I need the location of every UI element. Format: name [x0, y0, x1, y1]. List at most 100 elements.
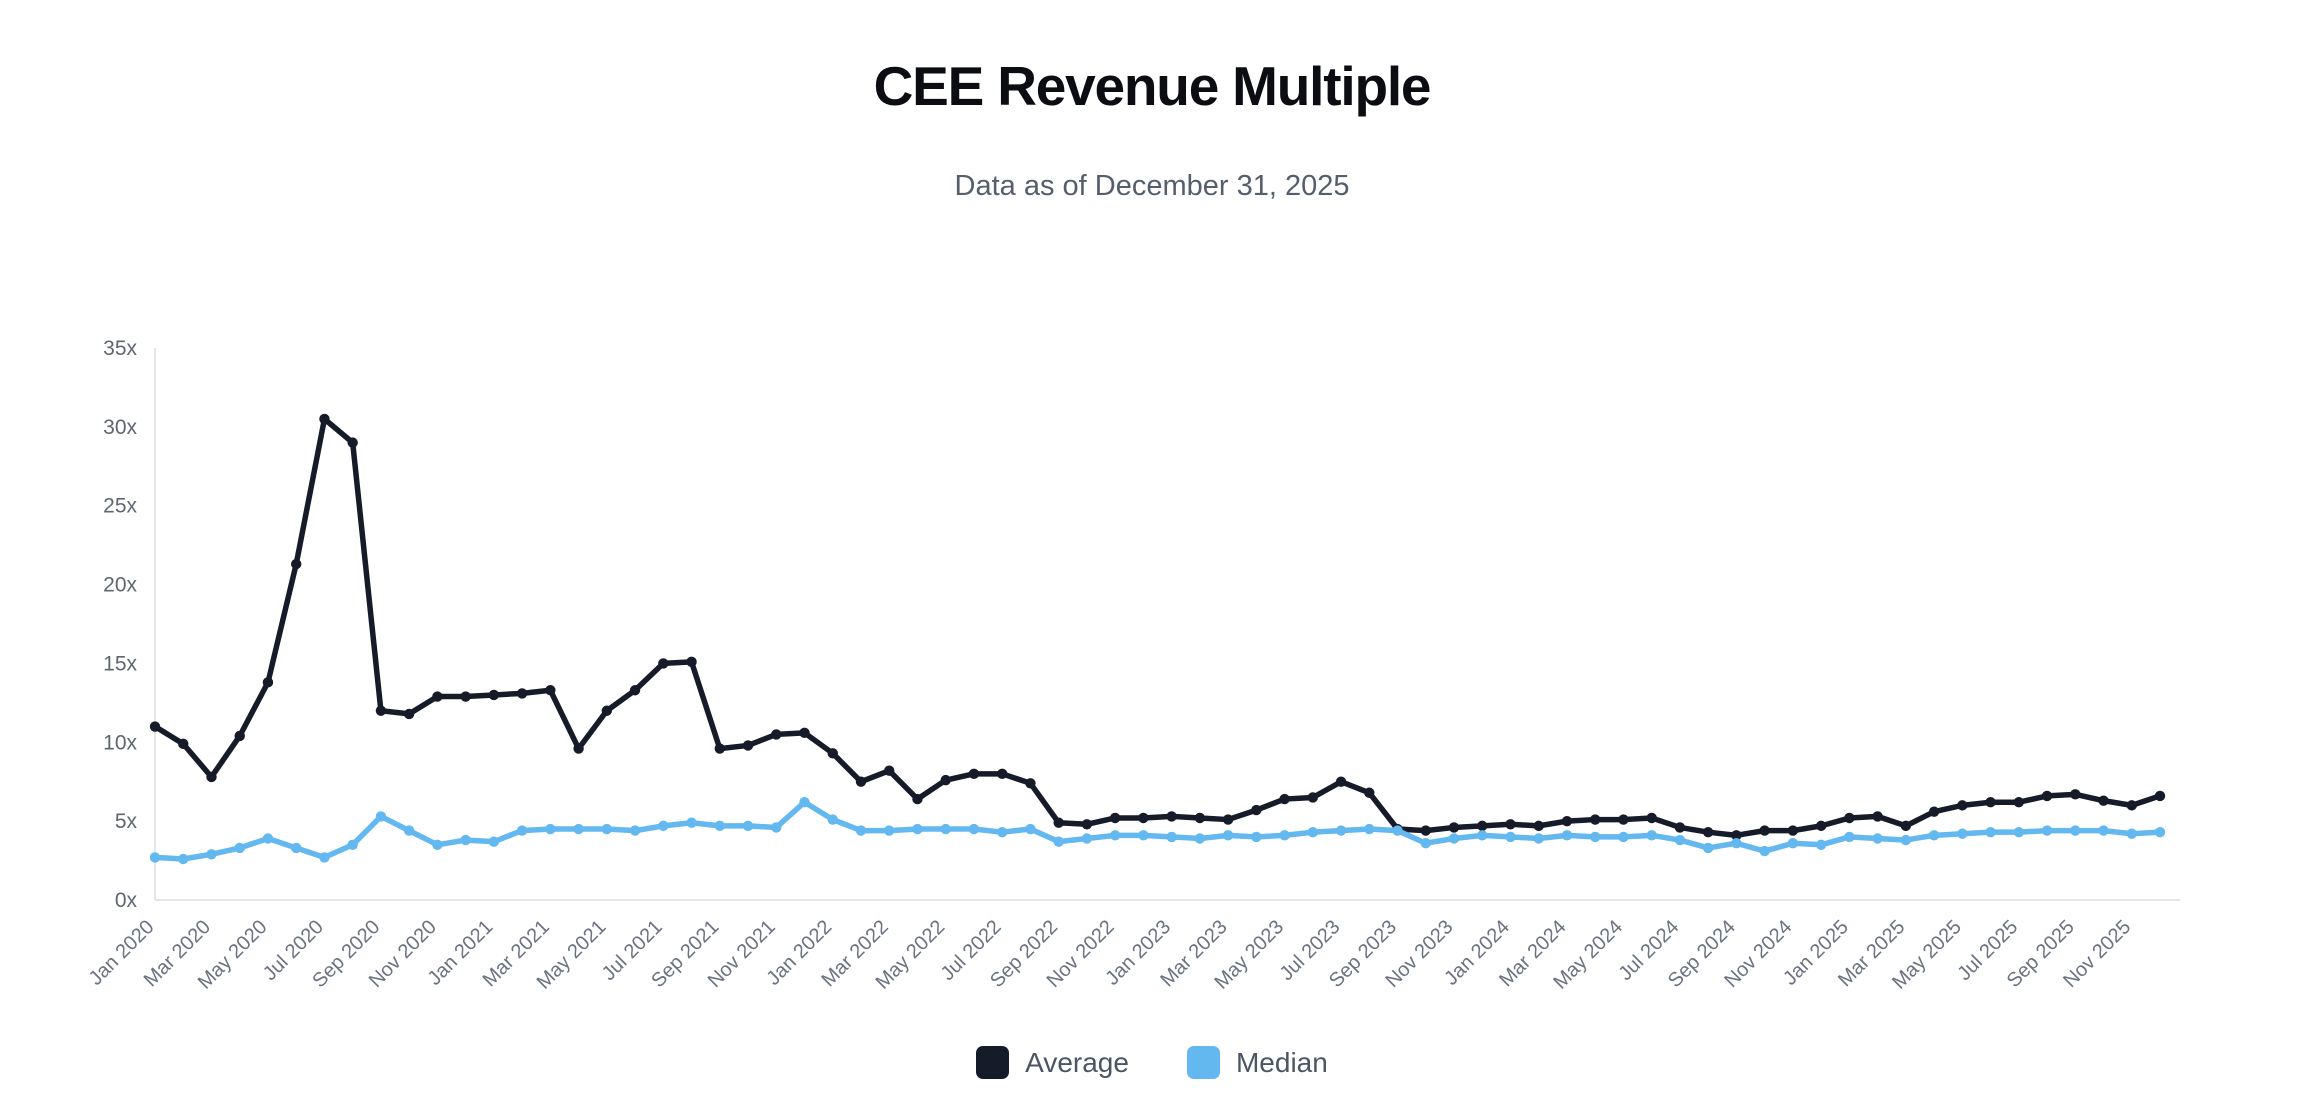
data-point[interactable]	[742, 740, 754, 751]
data-point[interactable]	[290, 558, 302, 570]
data-point[interactable]	[1731, 838, 1742, 849]
data-point[interactable]	[375, 705, 387, 716]
legend-item-average[interactable]: Average	[976, 1046, 1129, 1079]
data-point[interactable]	[1392, 825, 1403, 836]
data-point[interactable]	[1251, 804, 1262, 816]
data-point[interactable]	[1674, 834, 1686, 846]
data-point[interactable]	[149, 852, 161, 863]
data-point[interactable]	[1222, 814, 1234, 825]
data-point[interactable]	[1307, 826, 1319, 838]
data-point[interactable]	[432, 691, 443, 702]
data-point[interactable]	[234, 842, 245, 854]
data-point[interactable]	[912, 793, 923, 805]
data-point[interactable]	[1815, 839, 1827, 850]
data-point[interactable]	[1053, 817, 1064, 828]
data-point[interactable]	[1844, 812, 1855, 824]
data-point[interactable]	[1787, 825, 1799, 836]
data-point[interactable]	[714, 743, 725, 754]
data-point[interactable]	[2013, 826, 2025, 838]
data-point[interactable]	[1279, 793, 1290, 805]
data-point[interactable]	[488, 836, 500, 847]
data-point[interactable]	[1702, 842, 1714, 854]
data-point[interactable]	[1618, 831, 1629, 843]
data-point[interactable]	[1646, 812, 1657, 824]
data-point[interactable]	[1561, 830, 1573, 841]
data-point[interactable]	[403, 708, 415, 720]
data-point[interactable]	[1166, 831, 1177, 843]
data-point[interactable]	[1872, 833, 1883, 844]
data-point[interactable]	[714, 820, 725, 832]
data-point[interactable]	[601, 823, 613, 835]
data-point[interactable]	[1815, 820, 1827, 832]
data-point[interactable]	[1928, 830, 1940, 841]
data-point[interactable]	[1646, 830, 1657, 841]
data-point[interactable]	[1900, 834, 1912, 846]
data-point[interactable]	[2041, 825, 2053, 836]
data-point[interactable]	[1279, 830, 1290, 841]
data-point[interactable]	[855, 776, 867, 787]
data-point[interactable]	[290, 842, 302, 854]
data-point[interactable]	[1674, 822, 1686, 833]
data-point[interactable]	[2098, 825, 2109, 836]
data-point[interactable]	[912, 823, 923, 835]
data-point[interactable]	[488, 689, 500, 701]
data-point[interactable]	[516, 825, 528, 836]
data-point[interactable]	[573, 823, 584, 835]
data-point[interactable]	[1364, 787, 1375, 798]
data-point[interactable]	[1759, 845, 1770, 857]
data-point[interactable]	[1448, 833, 1460, 844]
data-point[interactable]	[2154, 790, 2166, 802]
data-point[interactable]	[1109, 812, 1121, 824]
data-point[interactable]	[1138, 812, 1149, 824]
data-point[interactable]	[1787, 838, 1799, 849]
data-point[interactable]	[940, 774, 951, 786]
data-point[interactable]	[771, 729, 782, 740]
data-point[interactable]	[545, 823, 556, 835]
data-point[interactable]	[1844, 831, 1855, 843]
data-point[interactable]	[1928, 806, 1940, 817]
data-point[interactable]	[2098, 795, 2109, 806]
data-point[interactable]	[1957, 800, 1968, 811]
data-point[interactable]	[1166, 811, 1177, 822]
data-point[interactable]	[2154, 826, 2166, 838]
data-point[interactable]	[1505, 831, 1516, 843]
data-point[interactable]	[1477, 820, 1488, 832]
data-point[interactable]	[206, 849, 217, 860]
data-point[interactable]	[884, 825, 895, 836]
data-point[interactable]	[460, 834, 471, 846]
data-point[interactable]	[178, 853, 189, 865]
data-point[interactable]	[545, 685, 556, 696]
data-point[interactable]	[940, 823, 951, 835]
data-point[interactable]	[2070, 789, 2081, 800]
data-point[interactable]	[658, 658, 669, 669]
data-point[interactable]	[2126, 828, 2137, 839]
data-point[interactable]	[2013, 797, 2025, 808]
data-point[interactable]	[1025, 823, 1036, 835]
data-point[interactable]	[262, 677, 274, 688]
data-point[interactable]	[1222, 830, 1234, 841]
data-point[interactable]	[206, 771, 217, 783]
data-point[interactable]	[855, 825, 867, 836]
data-point[interactable]	[1420, 825, 1431, 836]
data-point[interactable]	[573, 743, 584, 754]
data-point[interactable]	[2041, 790, 2053, 802]
data-point[interactable]	[1081, 833, 1093, 844]
data-point[interactable]	[1759, 825, 1770, 836]
data-point[interactable]	[347, 839, 358, 850]
data-point[interactable]	[686, 656, 697, 668]
data-point[interactable]	[1448, 822, 1460, 833]
data-point[interactable]	[375, 811, 387, 822]
data-point[interactable]	[460, 691, 471, 702]
data-point[interactable]	[799, 727, 810, 739]
data-point[interactable]	[347, 437, 358, 448]
legend-item-median[interactable]: Median	[1186, 1046, 1328, 1079]
data-point[interactable]	[629, 825, 641, 836]
data-point[interactable]	[1505, 819, 1516, 830]
data-point[interactable]	[1618, 814, 1629, 825]
data-point[interactable]	[403, 825, 415, 836]
data-point[interactable]	[827, 814, 838, 825]
data-point[interactable]	[996, 768, 1008, 780]
data-point[interactable]	[996, 826, 1008, 838]
data-point[interactable]	[1533, 833, 1544, 844]
data-point[interactable]	[432, 839, 443, 850]
